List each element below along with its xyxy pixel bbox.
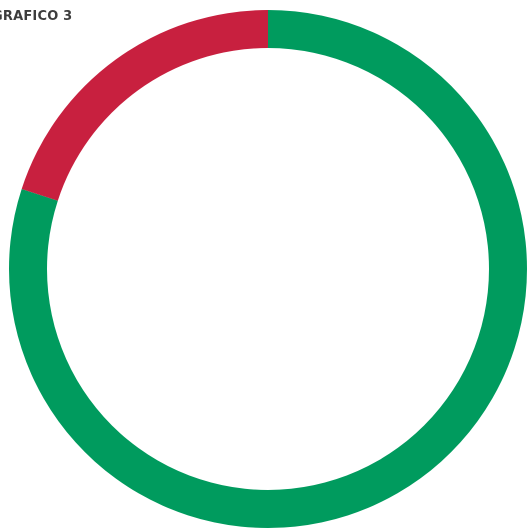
chart-title: GRAFICO 3 — [0, 9, 73, 24]
pie-slice-2 — [21, 10, 269, 201]
